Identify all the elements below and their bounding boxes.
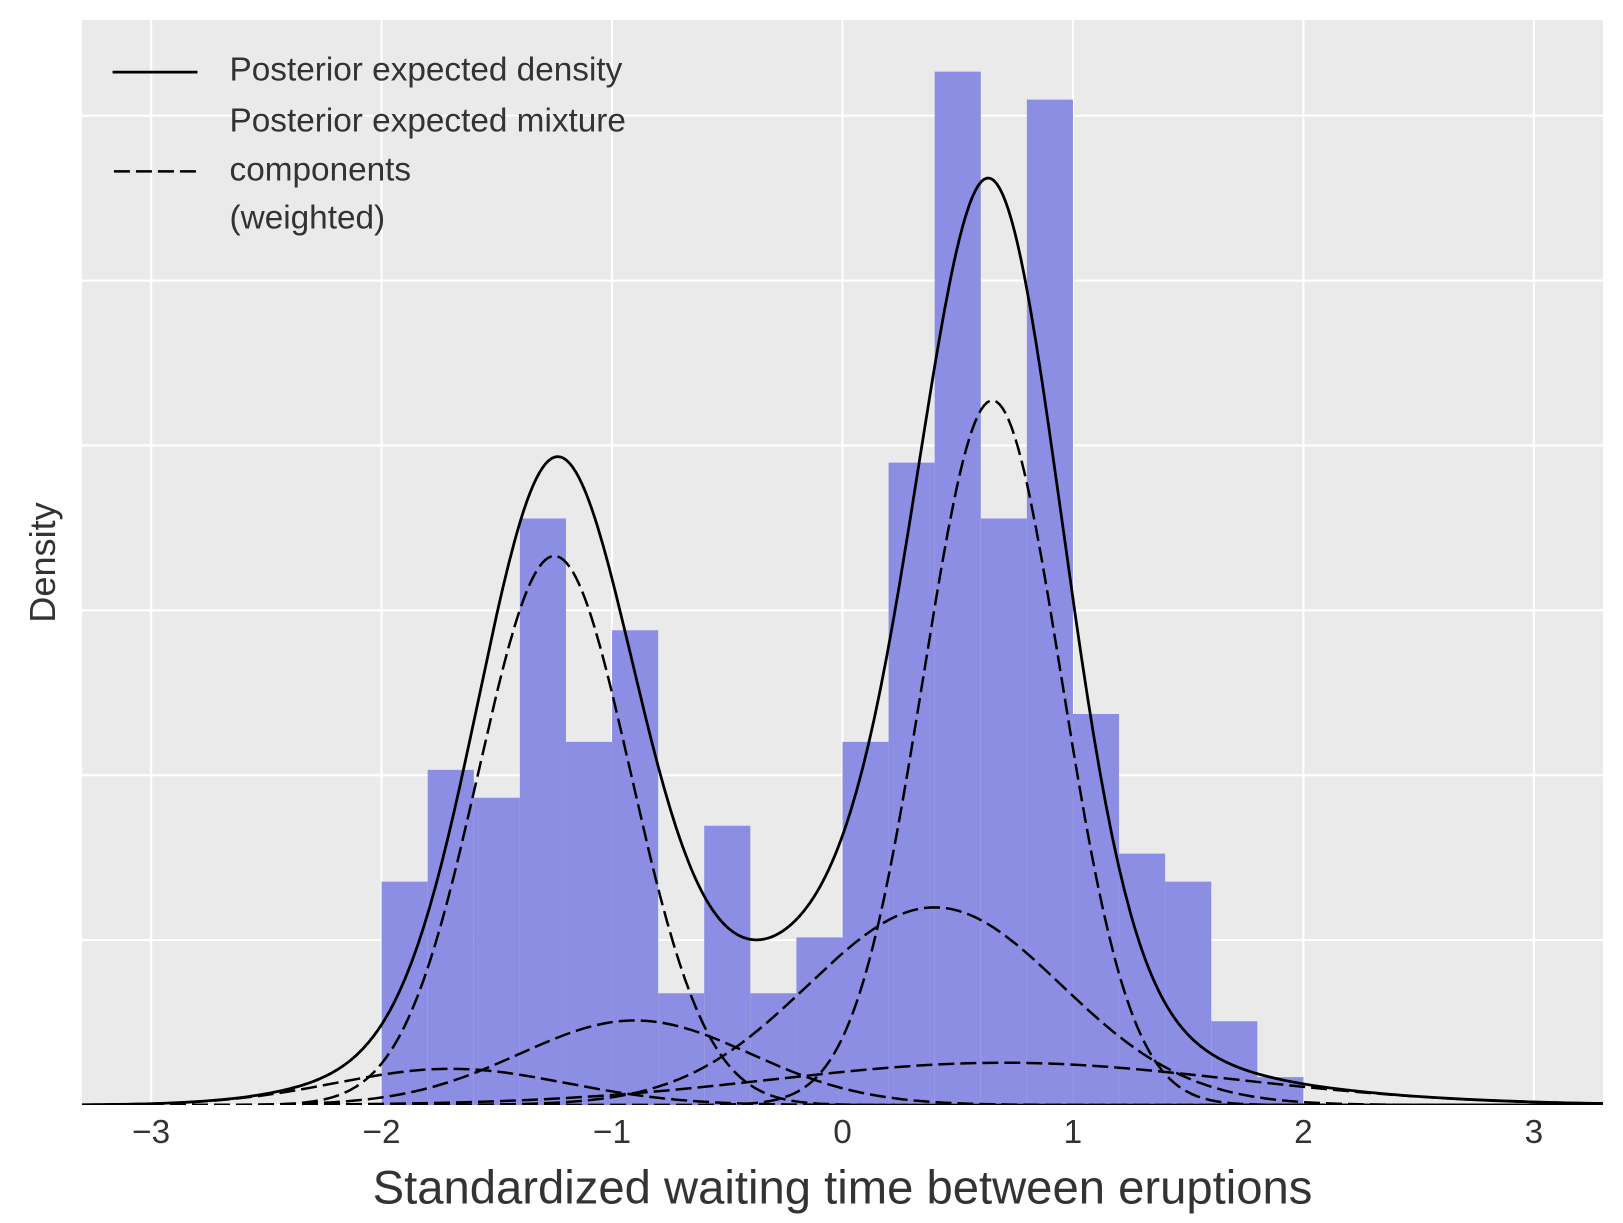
svg-text:Posterior expected mixture: Posterior expected mixture: [230, 103, 626, 140]
svg-text:Density: Density: [22, 502, 63, 622]
svg-text:−3: −3: [132, 1114, 170, 1151]
svg-text:Standardized waiting time betw: Standardized waiting time between erupti…: [373, 1162, 1313, 1215]
svg-text:2: 2: [1294, 1114, 1313, 1151]
svg-text:1: 1: [1064, 1114, 1083, 1151]
svg-text:−1: −1: [593, 1114, 631, 1151]
svg-text:(weighted): (weighted): [230, 199, 386, 236]
svg-text:components: components: [230, 152, 412, 189]
svg-text:−2: −2: [363, 1114, 401, 1151]
svg-text:0: 0: [833, 1114, 852, 1151]
svg-text:Posterior expected density: Posterior expected density: [230, 52, 623, 89]
svg-text:3: 3: [1525, 1114, 1544, 1151]
